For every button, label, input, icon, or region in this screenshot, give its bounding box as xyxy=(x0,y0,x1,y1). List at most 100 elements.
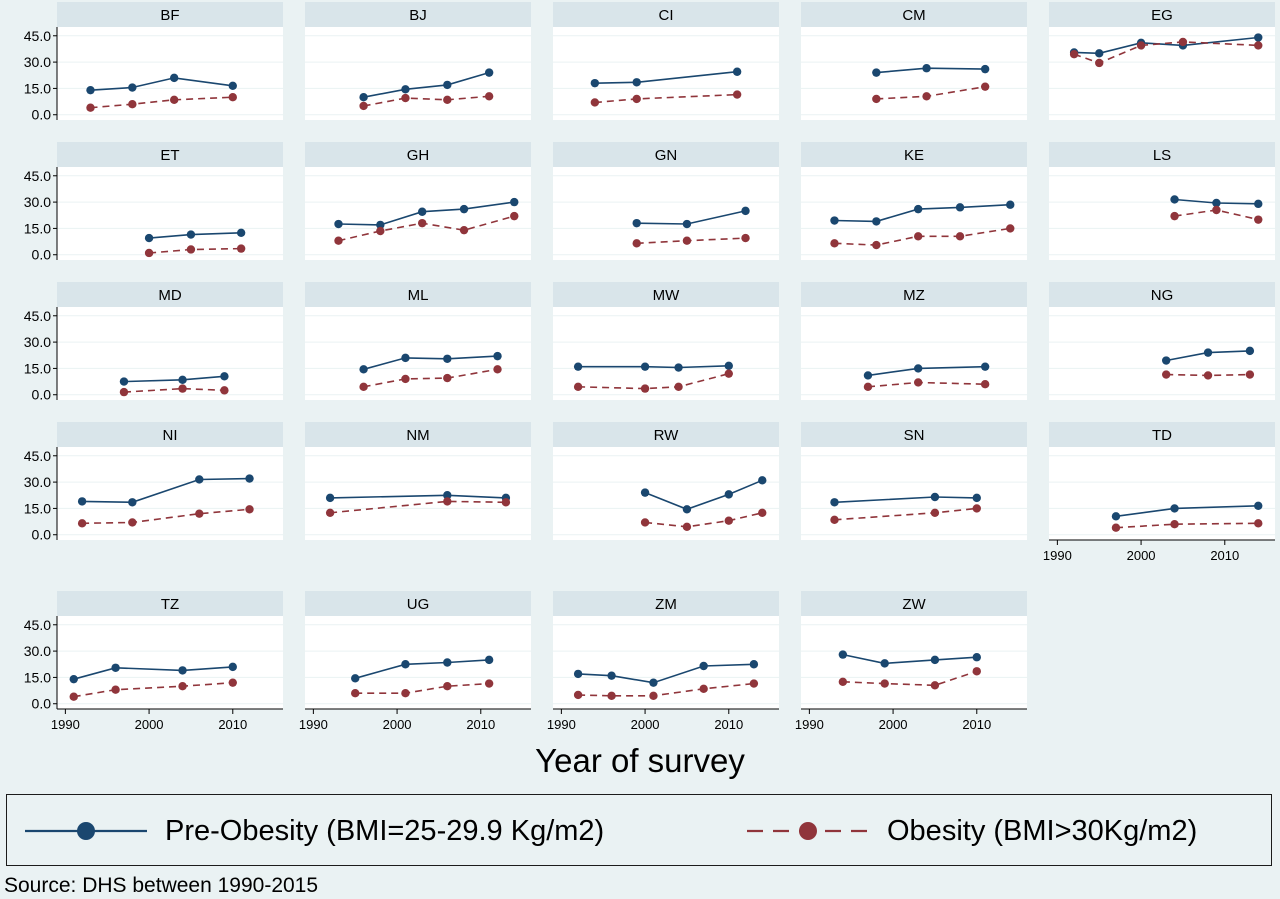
data-point-ob-nm xyxy=(443,497,452,506)
panel-plot-ke xyxy=(801,167,1027,260)
panel-plot-bf xyxy=(57,27,283,120)
data-point-ob-zm xyxy=(607,691,616,701)
data-point-ob-zm xyxy=(699,684,708,694)
panel-title-tz: TZ xyxy=(161,596,179,613)
data-point-pre-et xyxy=(144,233,154,243)
data-point-pre-gh xyxy=(459,204,469,214)
data-point-pre-zm xyxy=(699,661,708,671)
panel-strip-gh xyxy=(305,142,531,167)
data-point-ob-ni xyxy=(195,509,204,518)
x-tick-label: 2010 xyxy=(466,717,495,732)
panel-title-gn: GN xyxy=(655,147,678,164)
data-point-ob-ke xyxy=(830,239,839,248)
data-point-pre-mz xyxy=(980,362,990,371)
panel-title-ml: ML xyxy=(408,287,429,304)
x-tick-label: 2000 xyxy=(383,717,412,732)
data-point-ob-ng xyxy=(1161,370,1171,379)
data-point-pre-gh xyxy=(376,220,385,230)
data-point-ob-ni xyxy=(77,519,87,528)
data-point-pre-gn xyxy=(632,218,641,228)
panel-plot-gn xyxy=(553,167,779,260)
data-point-ob-gh xyxy=(334,236,343,245)
data-point-pre-zw xyxy=(972,653,981,662)
data-point-pre-ni xyxy=(195,475,204,484)
data-point-pre-ls xyxy=(1170,195,1179,204)
data-point-ob-mz xyxy=(863,382,873,392)
panel-plot-ug xyxy=(305,616,531,709)
x-tick-label: 2010 xyxy=(1210,548,1239,563)
data-point-ob-eg xyxy=(1178,37,1188,47)
panel-strip-sn xyxy=(801,422,1027,447)
series-line-ob-mw xyxy=(578,372,730,390)
data-point-pre-ke xyxy=(955,203,965,212)
data-point-pre-ni xyxy=(77,497,87,506)
x-tick-label: 1990 xyxy=(1043,548,1072,563)
data-point-pre-md xyxy=(220,372,229,381)
series-line-pre-rw xyxy=(644,479,763,511)
data-point-ob-ug xyxy=(443,681,452,691)
panel-title-td: TD xyxy=(1152,427,1172,444)
data-point-pre-rw xyxy=(640,488,650,497)
data-point-ob-ng xyxy=(1203,371,1213,380)
data-point-pre-mz xyxy=(913,364,923,373)
series-line-ob-ug xyxy=(355,682,490,695)
data-point-ob-cm xyxy=(872,94,881,104)
panel-title-bj: BJ xyxy=(409,7,427,24)
panel-strip-ls xyxy=(1049,142,1275,167)
data-point-ob-md xyxy=(178,384,187,393)
data-point-pre-mw xyxy=(640,362,650,371)
y-tick-label: 45.0 xyxy=(24,448,51,464)
y-tick-label: 0.0 xyxy=(32,696,52,712)
data-point-pre-td xyxy=(1170,504,1179,513)
x-tick-label: 1990 xyxy=(547,717,576,732)
panel-plot-rw xyxy=(553,447,779,540)
y-tick-label: 30.0 xyxy=(24,54,51,70)
y-tick-label: 15.0 xyxy=(24,500,51,516)
legend-obesity-label: Obesity (BMI>30Kg/m2) xyxy=(887,814,1198,847)
panel-plot-nm xyxy=(305,447,531,540)
series-line-ob-zw xyxy=(842,670,978,687)
data-point-pre-ng xyxy=(1245,346,1255,356)
panel-strip-bf xyxy=(57,2,283,27)
data-point-pre-tz xyxy=(228,662,237,672)
data-point-pre-gh xyxy=(510,197,519,207)
panel-plot-ls xyxy=(1049,167,1275,260)
data-point-pre-zw xyxy=(880,659,889,668)
data-point-ob-ci xyxy=(632,94,641,104)
panel-strip-gn xyxy=(553,142,779,167)
data-point-ob-gn xyxy=(682,236,692,245)
data-point-pre-mz xyxy=(863,371,873,380)
data-point-pre-ug xyxy=(484,655,494,665)
data-point-pre-eg xyxy=(1095,49,1104,58)
data-point-ob-eg xyxy=(1254,41,1263,50)
data-point-ob-ke xyxy=(1006,224,1015,233)
data-point-ob-ci xyxy=(590,98,600,107)
source-note: Source: DHS between 1990-2015 xyxy=(4,874,319,897)
panel-title-ni: NI xyxy=(163,427,178,444)
y-tick-label: 0.0 xyxy=(32,387,52,403)
data-point-pre-mw xyxy=(724,361,733,370)
panel-strip-ng xyxy=(1049,282,1275,307)
data-point-ob-ml xyxy=(359,382,368,392)
data-point-ob-ug xyxy=(484,679,494,688)
legend: Pre-Obesity (BMI=25-29.9 Kg/m2) Obesity … xyxy=(6,794,1272,866)
y-tick-label: 15.0 xyxy=(24,669,51,685)
panel-title-ug: UG xyxy=(407,596,430,613)
data-point-pre-gh xyxy=(417,207,427,216)
data-point-pre-rw xyxy=(758,476,767,485)
panel-plot-zw xyxy=(801,616,1027,709)
data-point-ob-rw xyxy=(724,516,733,525)
y-tick-label: 15.0 xyxy=(24,220,51,236)
data-point-pre-nm xyxy=(443,491,452,500)
data-point-ob-bf xyxy=(86,103,95,112)
panel-strip-ml xyxy=(305,282,531,307)
data-point-pre-bf xyxy=(128,83,137,92)
panel-plot-md xyxy=(57,307,283,400)
data-point-ob-tz xyxy=(69,692,78,701)
data-point-pre-gh xyxy=(334,219,343,229)
y-tick-label: 45.0 xyxy=(24,617,51,633)
panel-strip-zw xyxy=(801,591,1027,616)
data-point-pre-ke xyxy=(872,217,881,226)
data-point-pre-td xyxy=(1111,512,1121,521)
data-point-ob-gh xyxy=(376,226,385,236)
